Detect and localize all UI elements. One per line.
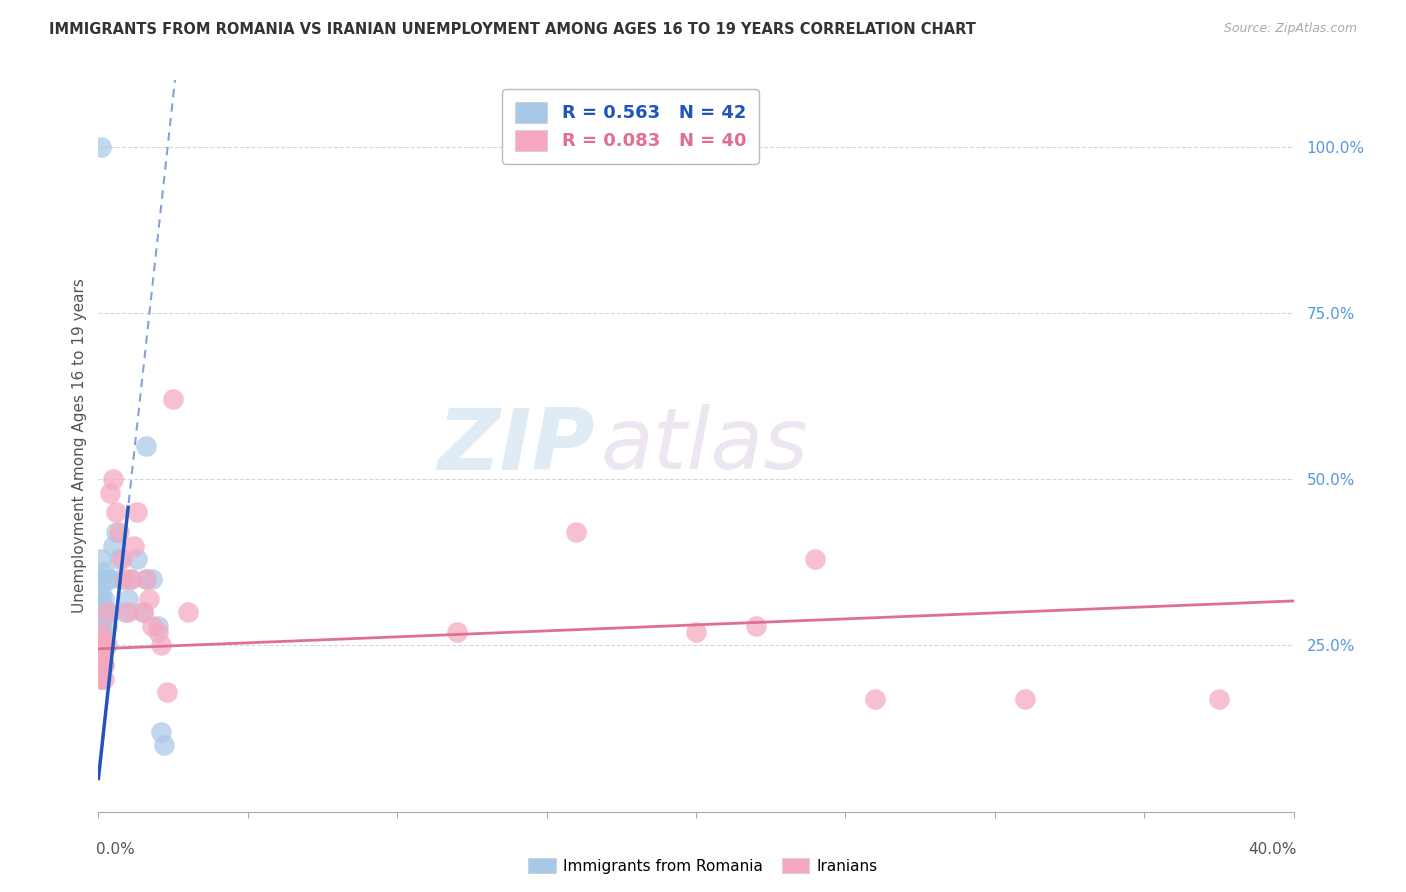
Point [93, 639, 115, 653]
Point [1208, 691, 1230, 706]
Point [1014, 691, 1036, 706]
Point [156, 685, 179, 699]
Point [90, 639, 112, 653]
Text: ZIP: ZIP [437, 404, 595, 488]
Point [745, 618, 768, 632]
Point [90, 658, 112, 673]
Point [93, 566, 115, 580]
Point [96, 572, 118, 586]
Point [105, 525, 128, 540]
Point [90, 645, 112, 659]
Point [90, 645, 112, 659]
Point [98, 485, 122, 500]
Point [124, 539, 146, 553]
Point [135, 572, 157, 586]
Point [90, 665, 112, 679]
Point [117, 605, 139, 619]
Point [90, 618, 112, 632]
Point [685, 625, 707, 640]
Point [135, 572, 157, 586]
Point [90, 572, 112, 586]
Point [127, 506, 149, 520]
Point [150, 725, 173, 739]
Point [93, 658, 115, 673]
Point [90, 585, 112, 599]
Point [141, 618, 163, 632]
Point [127, 552, 149, 566]
Text: IMMIGRANTS FROM ROMANIA VS IRANIAN UNEMPLOYMENT AMONG AGES 16 TO 19 YEARS CORREL: IMMIGRANTS FROM ROMANIA VS IRANIAN UNEMP… [49, 22, 976, 37]
Point [105, 506, 128, 520]
Point [90, 612, 112, 626]
Y-axis label: Unemployment Among Ages 16 to 19 years: Unemployment Among Ages 16 to 19 years [72, 278, 87, 614]
Point [90, 625, 112, 640]
Point [90, 658, 112, 673]
Legend: R = 0.563   N = 42, R = 0.083   N = 40: R = 0.563 N = 42, R = 0.083 N = 40 [502, 89, 759, 163]
Point [153, 738, 176, 752]
Point [132, 605, 155, 619]
Point [90, 672, 112, 686]
Point [90, 140, 112, 154]
Point [90, 599, 112, 613]
Point [132, 605, 155, 619]
Point [114, 572, 136, 586]
Point [148, 625, 170, 640]
Point [90, 665, 112, 679]
Text: atlas: atlas [600, 404, 808, 488]
Point [103, 539, 125, 553]
Point [90, 672, 112, 686]
Point [111, 552, 134, 566]
Point [120, 572, 142, 586]
Point [177, 605, 200, 619]
Point [90, 652, 112, 666]
Point [96, 618, 118, 632]
Point [90, 591, 112, 606]
Point [90, 652, 112, 666]
Point [120, 572, 142, 586]
Point [96, 605, 118, 619]
Point [90, 639, 112, 653]
Text: 40.0%: 40.0% [1249, 842, 1296, 857]
Point [565, 525, 588, 540]
Point [148, 618, 170, 632]
Point [93, 605, 115, 619]
Point [96, 605, 118, 619]
Point [108, 552, 131, 566]
Point [865, 691, 887, 706]
Point [93, 658, 115, 673]
Point [93, 591, 115, 606]
Point [96, 639, 118, 653]
Text: 0.0%: 0.0% [96, 842, 135, 857]
Point [162, 392, 184, 407]
Point [90, 632, 112, 646]
Legend: Immigrants from Romania, Iranians: Immigrants from Romania, Iranians [522, 852, 884, 880]
Point [804, 552, 827, 566]
Point [111, 572, 134, 586]
Point [138, 591, 160, 606]
Point [90, 605, 112, 619]
Point [141, 572, 163, 586]
Point [108, 525, 131, 540]
Point [90, 552, 112, 566]
Point [93, 639, 115, 653]
Point [103, 472, 125, 486]
Point [98, 572, 122, 586]
Point [90, 632, 112, 646]
Text: Source: ZipAtlas.com: Source: ZipAtlas.com [1223, 22, 1357, 36]
Point [117, 591, 139, 606]
Point [93, 672, 115, 686]
Point [90, 625, 112, 640]
Point [135, 439, 157, 453]
Point [446, 625, 468, 640]
Point [98, 605, 122, 619]
Point [114, 605, 136, 619]
Point [150, 639, 173, 653]
